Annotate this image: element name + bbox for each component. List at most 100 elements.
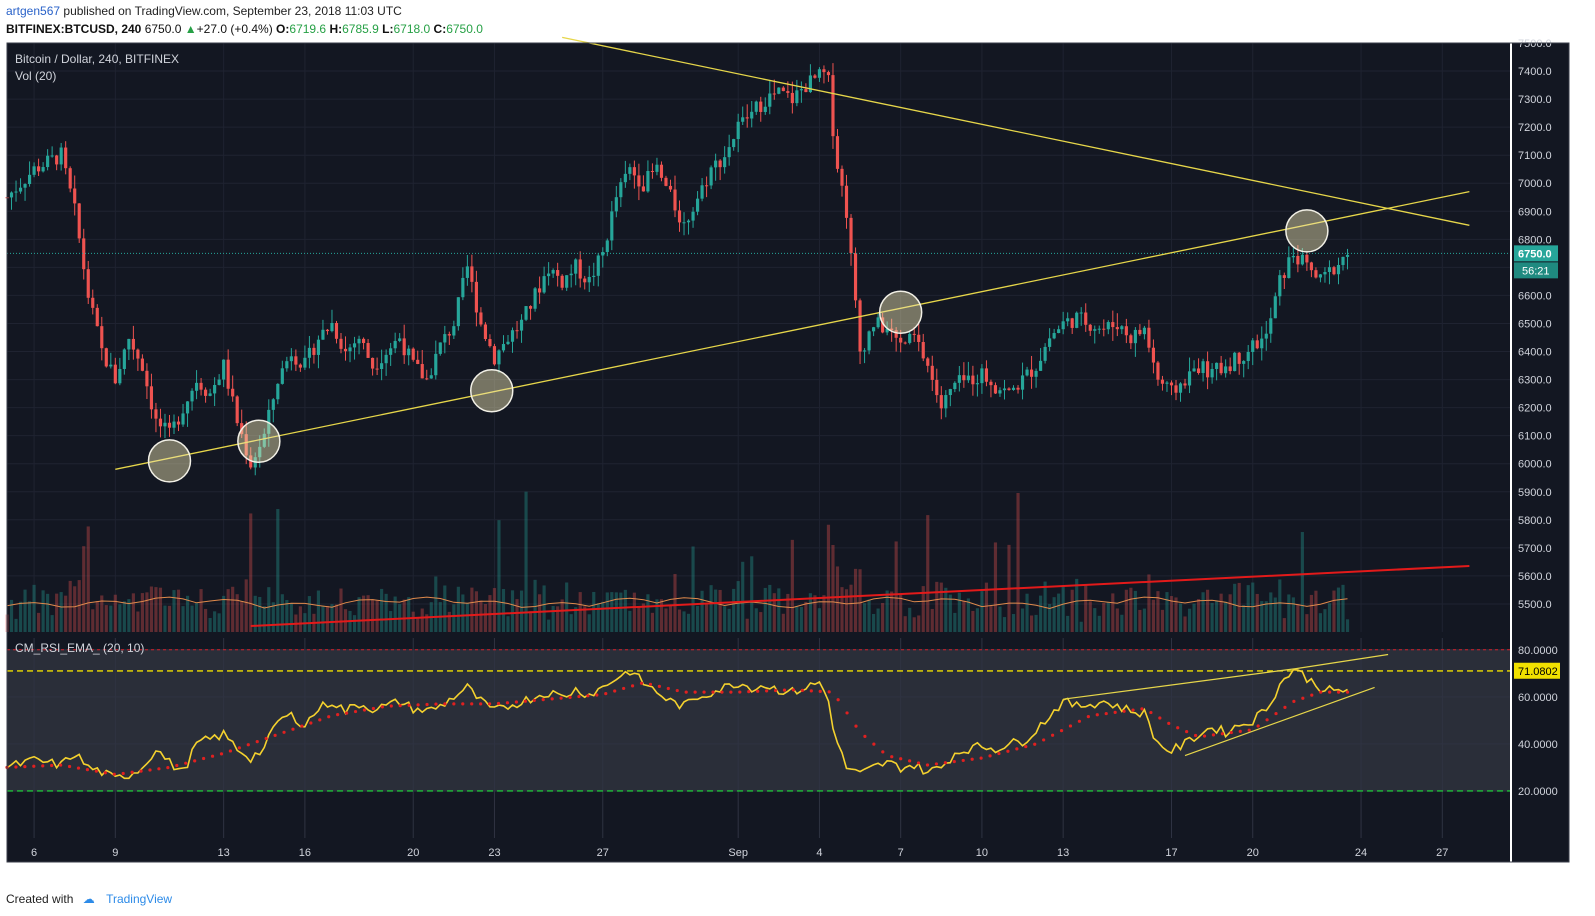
volume-bar	[637, 606, 641, 632]
volume-bar	[176, 589, 181, 632]
candle-body	[1106, 322, 1110, 330]
candle-body	[127, 338, 131, 350]
volume-bar	[695, 605, 700, 632]
candle-body	[862, 350, 867, 352]
volume-bar	[1327, 603, 1332, 632]
candle-body	[781, 87, 785, 92]
ema-dot	[952, 760, 956, 764]
candle-body	[172, 421, 176, 428]
candle-body	[858, 300, 862, 352]
volume-bar	[822, 595, 826, 632]
candle-body	[1309, 262, 1313, 271]
candle-body	[930, 365, 934, 380]
ema-dot	[121, 771, 125, 776]
candle-body	[348, 347, 352, 352]
x-tick-label: 10	[976, 847, 988, 859]
candle-body	[524, 306, 528, 320]
candle-body	[939, 395, 943, 409]
ema-dot	[657, 684, 661, 689]
ema-dot	[1336, 690, 1341, 694]
volume-bar	[835, 566, 840, 632]
candle-body	[944, 395, 948, 409]
ema-dot	[908, 759, 912, 763]
candle-body	[971, 375, 975, 385]
candle-body	[1129, 335, 1133, 344]
candle-body	[723, 157, 727, 168]
ema-dot	[1068, 724, 1073, 728]
volume-bar	[1296, 604, 1300, 632]
ema-dot	[514, 700, 518, 704]
volume-bar	[528, 611, 533, 632]
candle-body	[623, 173, 627, 183]
candle-body	[167, 422, 172, 428]
candle-body	[68, 168, 72, 189]
ema-dot	[845, 711, 849, 715]
candle-body	[605, 240, 609, 253]
candle-body	[149, 386, 154, 410]
footer: Created with ☁ TradingView	[6, 892, 172, 906]
ema-dot	[943, 761, 947, 765]
candle-body	[1183, 383, 1187, 386]
volume-bar	[366, 595, 370, 632]
candle-body	[50, 155, 54, 157]
ema-dot	[23, 765, 27, 769]
volume-bar	[167, 605, 172, 632]
candle-body	[1016, 387, 1020, 390]
ema-dot	[148, 768, 152, 772]
volume-bar	[1228, 594, 1232, 632]
rsi-title: CM_RSI_EMA_ (20, 10)	[15, 641, 144, 655]
candle-body	[1070, 318, 1074, 328]
low-value: 6718.0	[393, 22, 431, 36]
candle-body	[1025, 369, 1029, 376]
price-tick-label: 6900.0	[1518, 206, 1552, 218]
candle-body	[1169, 382, 1174, 386]
candle-body	[980, 368, 984, 384]
candle-body	[154, 409, 158, 419]
candle-body	[37, 166, 41, 172]
ema-dot	[14, 765, 18, 769]
candle-body	[551, 270, 555, 274]
candle-body	[258, 446, 262, 458]
open-value: 6719.6	[289, 22, 327, 36]
candle-body	[917, 334, 921, 343]
ema-dot	[32, 764, 36, 768]
candle-body	[366, 343, 370, 358]
volume-bar	[285, 599, 289, 632]
volume-bar	[641, 603, 645, 632]
ema-dot	[344, 711, 349, 715]
volume-bar	[158, 587, 163, 632]
rsi-level-badge-label: 71.0802	[1518, 666, 1558, 678]
ema-dot	[175, 763, 179, 768]
candle-body	[565, 275, 569, 288]
tradingview-cloud-icon: ☁	[82, 892, 95, 906]
volume-bar	[569, 614, 573, 632]
candle-body	[1174, 385, 1178, 393]
candle-body	[908, 333, 912, 343]
price-tick-label: 7500.0	[1518, 38, 1552, 50]
ema-dot	[702, 690, 706, 694]
volume-bar	[1215, 600, 1219, 632]
candle-body	[1138, 329, 1142, 335]
volume-bar	[1052, 597, 1056, 632]
author-link[interactable]: artgen567	[6, 4, 61, 18]
ema-dot	[1256, 724, 1260, 728]
ema-dot	[300, 724, 304, 728]
volume-bar	[894, 541, 898, 632]
candle-body	[835, 136, 840, 169]
candle-body	[741, 117, 745, 122]
candle-body	[23, 184, 27, 188]
volume-bar	[872, 613, 876, 632]
candle-body	[185, 401, 190, 414]
volume-bar	[258, 596, 262, 632]
ema-dot	[1319, 690, 1323, 694]
volume-bar	[86, 526, 90, 632]
tradingview-brand-link[interactable]: TradingView	[106, 892, 173, 906]
last-price-badge-label: 6750.0	[1518, 248, 1552, 260]
x-tick-label: 6	[31, 847, 37, 859]
volume-bar	[655, 599, 659, 632]
candle-body	[1332, 267, 1336, 275]
candle-body	[443, 334, 447, 343]
volume-bar	[226, 589, 230, 632]
candle-body	[899, 337, 903, 343]
